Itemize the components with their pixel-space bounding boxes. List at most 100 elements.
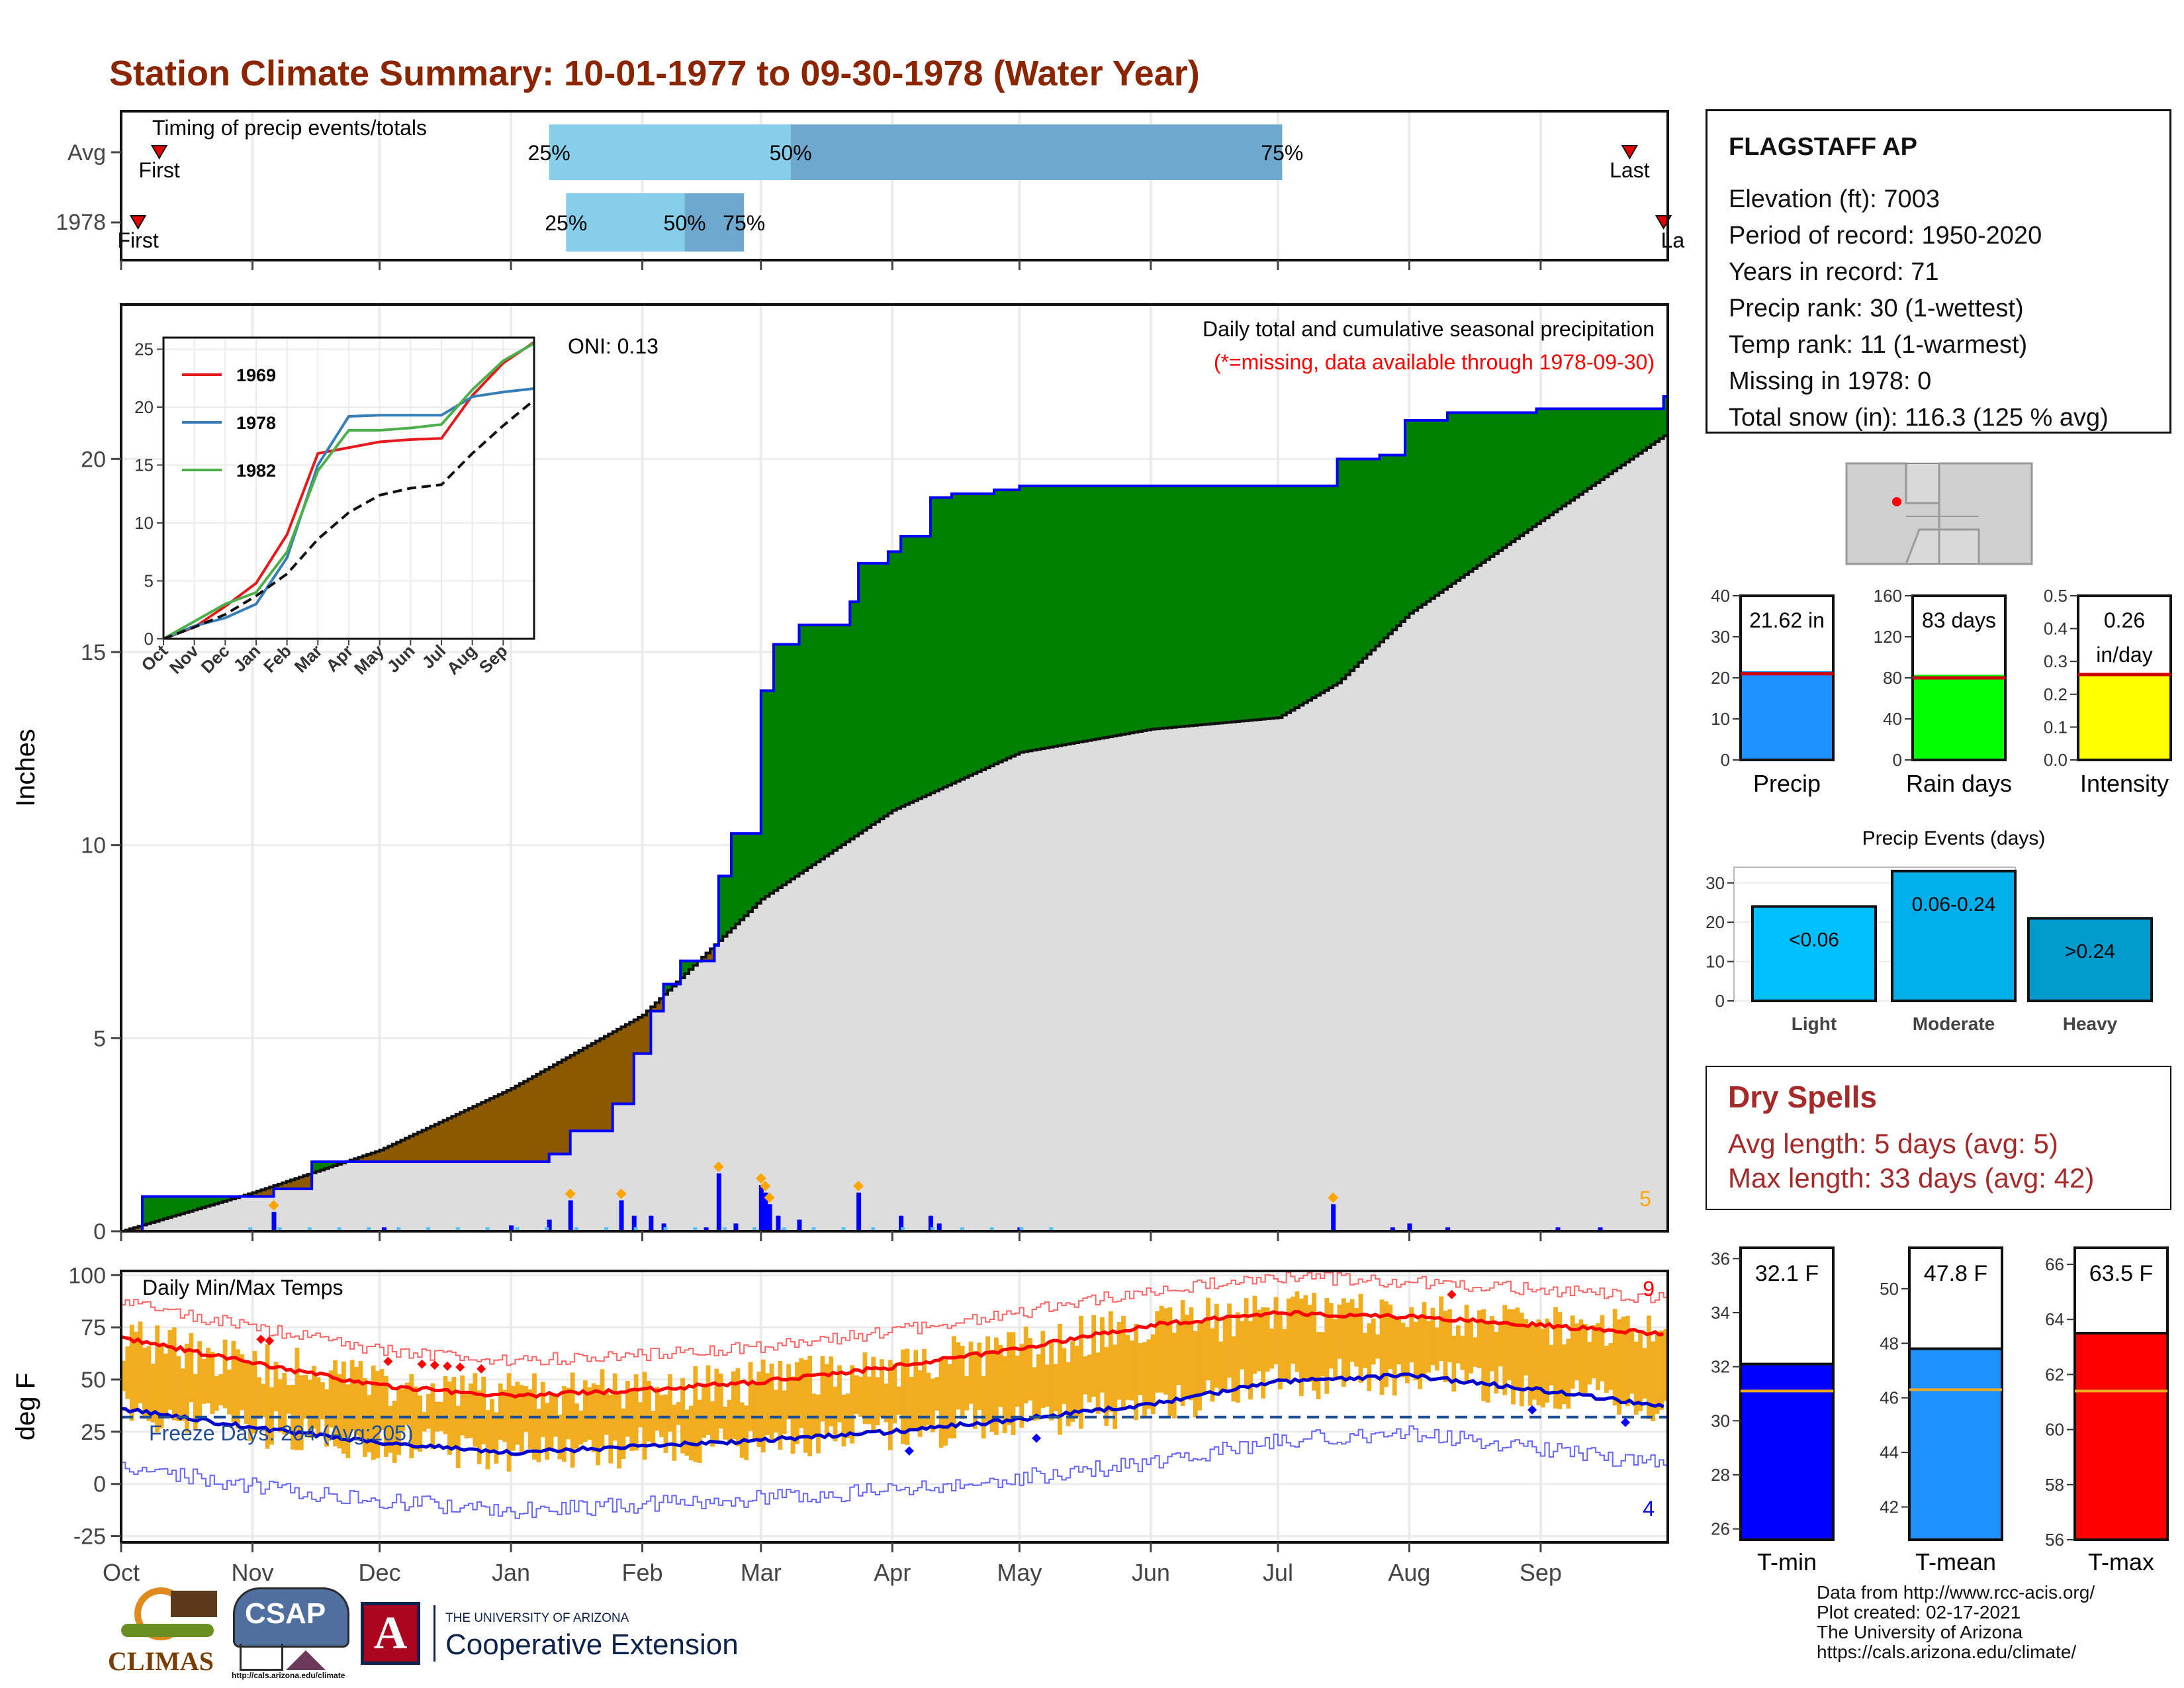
- daily-temp-bar: [896, 1386, 901, 1415]
- daily-precip-bar: [271, 1211, 277, 1231]
- station-info-box: FLAGSTAFF AP Elevation (ft): 7003 Period…: [1706, 109, 2171, 434]
- precip-missing-label: (*=missing, data available through 1978-…: [1214, 350, 1655, 374]
- daily-temp-bar: [833, 1386, 838, 1442]
- events-bar-range: >0.24: [2065, 941, 2115, 962]
- timing-p50-label: 50%: [770, 141, 812, 165]
- trace-precip-bar: [455, 1227, 460, 1231]
- tick-label: 36: [1711, 1248, 1730, 1268]
- tick-label: 30: [1711, 1411, 1730, 1430]
- daily-temp-bar: [1282, 1329, 1287, 1379]
- month-label: Jul: [1263, 1559, 1293, 1586]
- trace-precip-bar: [901, 1227, 905, 1231]
- daily-temp-bar: [244, 1361, 249, 1425]
- daily-temp-bar: [1502, 1305, 1508, 1395]
- page-title: Station Climate Summary: 10-01-1977 to 0…: [109, 54, 1200, 93]
- tick-label: 25: [134, 340, 154, 359]
- daily-temp-bar: [1218, 1341, 1224, 1393]
- daily-temp-bar: [1180, 1300, 1185, 1407]
- timing-bar-25-50: [566, 193, 685, 252]
- daily-temp-bar: [1638, 1333, 1643, 1411]
- daily-temp-bar: [587, 1387, 592, 1440]
- tick-label: 20: [81, 447, 106, 472]
- daily-precip-bar: [936, 1223, 942, 1231]
- daily-temp-bar: [1464, 1305, 1469, 1381]
- daily-temp-bar: [956, 1342, 961, 1410]
- daily-temp-bar: [612, 1373, 617, 1441]
- daily-temp-bar: [1261, 1307, 1266, 1399]
- daily-temp-bar: [1210, 1328, 1215, 1402]
- trace-precip-bar: [337, 1227, 341, 1231]
- tick-label: 100: [68, 1263, 106, 1288]
- temp-yticks: 100 75 50 25 0 -25: [68, 1263, 121, 1550]
- daily-temp-bar: [1439, 1296, 1444, 1362]
- tick-label: 50: [81, 1368, 106, 1393]
- footer-line-3: The University of Arizona: [1817, 1622, 2023, 1642]
- daily-temp-bar: [1617, 1319, 1621, 1415]
- daily-temp-bar: [850, 1365, 855, 1444]
- daily-temp-bar: [286, 1385, 291, 1414]
- normal-cumulative-line: [121, 434, 1668, 1231]
- tick-label: 0: [93, 1472, 106, 1497]
- tick-label: 10: [81, 833, 106, 859]
- daily-temp-bar: [540, 1382, 545, 1437]
- daily-temp-bar: [981, 1376, 986, 1439]
- daily-temp-bar: [651, 1411, 656, 1444]
- daily-precip-bar: [1598, 1227, 1603, 1231]
- daily-temp-bar: [1277, 1315, 1283, 1389]
- daily-temp-bar: [697, 1399, 702, 1464]
- temp-label: Daily Min/Max Temps: [142, 1276, 343, 1299]
- extreme-precip-marker: [615, 1188, 627, 1199]
- daily-precip-bar: [1445, 1227, 1451, 1231]
- daily-temp-bar: [829, 1356, 834, 1427]
- daily-temp-bar: [684, 1409, 690, 1456]
- daily-precip-bar: [733, 1223, 739, 1231]
- above-normal-area: [142, 396, 1668, 1225]
- daily-temp-bar: [934, 1377, 940, 1411]
- timing-p75-label: 75%: [1261, 141, 1303, 165]
- daily-temp-bar: [947, 1364, 952, 1438]
- normal-cumulative-area: [121, 436, 1668, 1231]
- daily-temp-bar: [566, 1387, 571, 1440]
- daily-temp-bar: [1070, 1341, 1075, 1422]
- daily-temp-bar: [901, 1349, 905, 1444]
- daily-precip-bar: [568, 1200, 573, 1231]
- station-line-elevation: Elevation (ft): 7003: [1729, 185, 1940, 213]
- daily-temp-bar: [858, 1376, 863, 1417]
- daily-temp-bar: [1295, 1291, 1300, 1372]
- daily-temp-bar: [1320, 1332, 1325, 1377]
- daily-temp-bar: [561, 1386, 567, 1462]
- daily-temp-bar: [206, 1347, 210, 1403]
- daily-precip-bar: [899, 1215, 904, 1231]
- daily-temp-bar: [523, 1386, 529, 1432]
- tick-label: 20: [134, 397, 154, 417]
- daily-temp-bar: [214, 1376, 219, 1411]
- daily-temp-bar: [854, 1375, 859, 1414]
- daily-temp-bar: [464, 1390, 469, 1438]
- extreme-precip-marker: [760, 1180, 771, 1192]
- daily-temp-bar: [633, 1374, 639, 1451]
- daily-precip-bar: [758, 1185, 764, 1231]
- gauge-value: 0.26: [2104, 608, 2145, 632]
- daily-temp-bar: [189, 1333, 194, 1403]
- tick-label: 75: [81, 1315, 106, 1340]
- dry-spells-avg: Avg length: 5 days (avg: 5): [1728, 1128, 2058, 1159]
- daily-temp-bar: [731, 1371, 736, 1439]
- csap-logo-text: CSAP: [245, 1597, 326, 1630]
- tick-label: 0.0: [2044, 750, 2068, 770]
- daily-temp-bar: [138, 1321, 143, 1403]
- trace-precip-bar: [663, 1227, 668, 1231]
- daily-temp-bar: [642, 1372, 647, 1460]
- daily-temp-bar: [1303, 1295, 1308, 1379]
- timing-p50-label: 50%: [664, 211, 706, 235]
- daily-temp-bar: [1490, 1316, 1494, 1372]
- daily-temp-bar: [1473, 1337, 1478, 1367]
- daily-temp-bar: [968, 1341, 974, 1404]
- daily-temp-bar: [426, 1393, 431, 1429]
- summary-gauges: 21.62 in Precip 40 30 20 10 0 83 days Rain days 1…: [1711, 586, 2172, 797]
- daily-temp-bar: [930, 1378, 935, 1432]
- daily-temp-bar: [723, 1406, 727, 1440]
- legend-label: 1982: [236, 461, 276, 481]
- events-bar-range: 0.06-0.24: [1912, 894, 1996, 915]
- daily-temp-bar: [1028, 1338, 1032, 1401]
- station-line-period: Period of record: 1950-2020: [1729, 222, 2042, 250]
